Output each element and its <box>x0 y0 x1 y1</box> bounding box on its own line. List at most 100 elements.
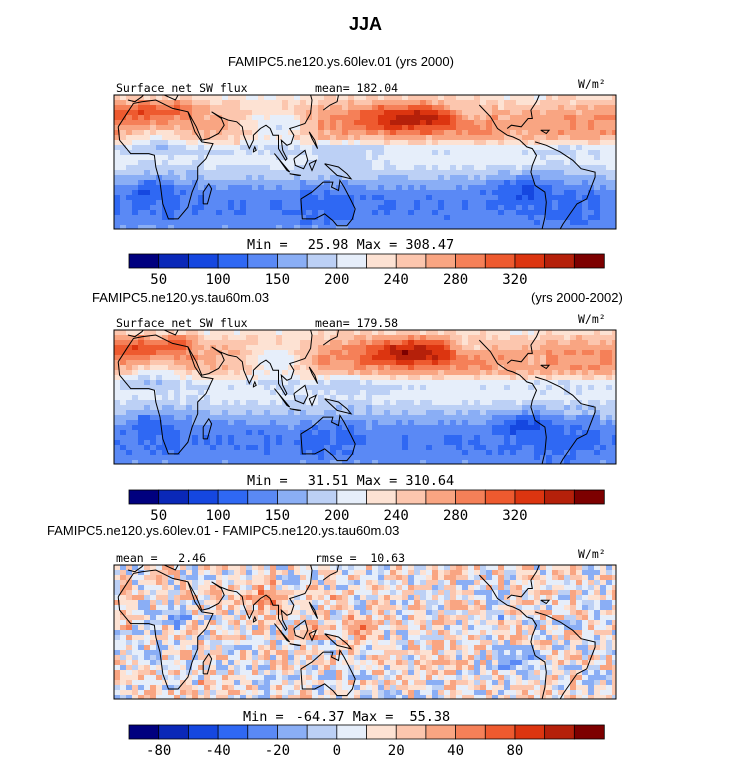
coastline <box>127 565 194 573</box>
colorbar-box <box>425 253 457 269</box>
panel2-min-value: 31.51 <box>307 473 349 489</box>
coastline <box>540 364 551 370</box>
colorbar-box <box>128 489 160 505</box>
colorbar-box <box>514 724 546 740</box>
coastline <box>308 131 319 149</box>
colorbar-box <box>395 253 427 269</box>
panel1-years: (yrs 2000) <box>395 54 454 69</box>
coastline <box>274 623 291 643</box>
colorbar-box <box>158 724 190 740</box>
panel3-rmse-label: rmse = 10.63 <box>315 551 406 565</box>
coastline <box>187 95 313 162</box>
panel2-colorbar: 50 100 150 200 240 280 320 <box>128 489 605 524</box>
coastline <box>324 398 353 415</box>
colorbar-box <box>573 489 605 505</box>
panel3-case-label: FAMIPC5.ne120.ys.60lev.01 - FAMIPC5.ne12… <box>47 523 400 538</box>
figure-title: JJA <box>349 14 383 34</box>
coastline <box>506 95 540 129</box>
panel2-max-value: 310.64 <box>405 473 455 489</box>
coastline <box>540 129 551 135</box>
coastline <box>308 366 319 384</box>
colorbar-box <box>484 253 516 269</box>
panel3-max-value: 55.38 <box>409 709 451 725</box>
panel2-years: (yrs 2000-2002) <box>531 290 623 305</box>
coastline <box>252 615 257 623</box>
panel3-minmax-label: Min = -64.37 Max = 55.38 <box>243 709 450 725</box>
coastline <box>187 565 313 632</box>
coastline <box>308 394 318 407</box>
panel1-case-name: FAMIPC5.ne120.ys.60lev.01 <box>228 54 392 69</box>
colorbar-tick-label: 50 <box>150 272 167 288</box>
panel2-field <box>114 330 616 464</box>
coastline <box>127 95 194 103</box>
coastline <box>274 153 291 173</box>
panel2-units-label: W/m² <box>578 312 606 326</box>
coastline <box>324 163 353 180</box>
coastline <box>534 141 596 229</box>
panel2-frame <box>113 329 617 465</box>
panel2-minmax-label: Min = 31.51 Max = 310.64 <box>247 473 454 489</box>
panel1-map <box>113 94 617 230</box>
colorbar-box <box>484 489 516 505</box>
coastline <box>478 574 547 699</box>
colorbar-box <box>544 724 576 740</box>
coastline <box>300 413 356 462</box>
colorbar-box <box>217 489 249 505</box>
colorbar-box <box>277 489 308 505</box>
colorbar-box <box>336 253 368 269</box>
panel1-colorbar: 50 100 150 200 240 280 320 <box>128 253 605 288</box>
colorbar-box <box>306 253 338 269</box>
colorbar-tick-label: 320 <box>502 508 527 524</box>
coastline <box>300 178 356 227</box>
colorbar-box <box>366 724 397 740</box>
coastline <box>534 376 596 464</box>
panel2-coastlines <box>114 330 596 464</box>
colorbar-tick-label: 200 <box>324 508 349 524</box>
panel3-frame <box>113 564 617 700</box>
coastline <box>478 104 547 229</box>
panel1-field <box>114 95 616 229</box>
coastline <box>506 565 540 599</box>
colorbar-box <box>306 489 338 505</box>
coastline <box>274 388 291 408</box>
coastline <box>534 611 596 699</box>
colorbar-box <box>128 253 160 269</box>
colorbar-box <box>187 489 219 505</box>
panel3-colorbar: -80 -40 -20 0 20 40 80 <box>128 724 605 759</box>
colorbar-box <box>573 253 605 269</box>
colorbar-tick-label: 200 <box>324 272 349 288</box>
coastline <box>293 384 309 405</box>
colorbar-tick-label: 150 <box>265 508 290 524</box>
panel3-map <box>113 564 617 700</box>
colorbar-tick-label: 100 <box>205 508 230 524</box>
colorbar-box <box>484 724 516 740</box>
colorbar-box <box>128 724 160 740</box>
panel2-mean-label: mean= 179.58 <box>315 316 399 330</box>
colorbar-box <box>514 489 546 505</box>
colorbar-box <box>247 724 279 740</box>
panel1-units-label: W/m² <box>578 77 606 91</box>
coastline <box>127 330 194 338</box>
colorbar-box <box>455 489 486 505</box>
colorbar-tick-label: 100 <box>205 272 230 288</box>
coastline <box>308 629 318 642</box>
colorbar-tick-label: 240 <box>384 272 409 288</box>
panel2-map <box>113 329 617 465</box>
coastline <box>289 643 301 646</box>
colorbar-box <box>217 724 249 740</box>
coastline <box>308 601 319 619</box>
panel3-coastlines <box>114 565 596 699</box>
colorbar-box <box>158 253 190 269</box>
colorbar-tick-label: 20 <box>388 743 405 759</box>
panel3-mean-label: mean = 2.46 <box>116 551 207 565</box>
colorbar-box <box>455 253 486 269</box>
panel3-units-label: W/m² <box>578 547 606 561</box>
colorbar-box <box>544 253 576 269</box>
panel1-min-value: 25.98 <box>307 237 349 253</box>
colorbar-box <box>573 724 605 740</box>
colorbar-box <box>247 253 279 269</box>
coastline <box>289 173 301 176</box>
coastline <box>540 599 551 605</box>
panel3-min-text: Min = <box>243 709 284 725</box>
colorbar-tick-label: 40 <box>447 743 464 759</box>
